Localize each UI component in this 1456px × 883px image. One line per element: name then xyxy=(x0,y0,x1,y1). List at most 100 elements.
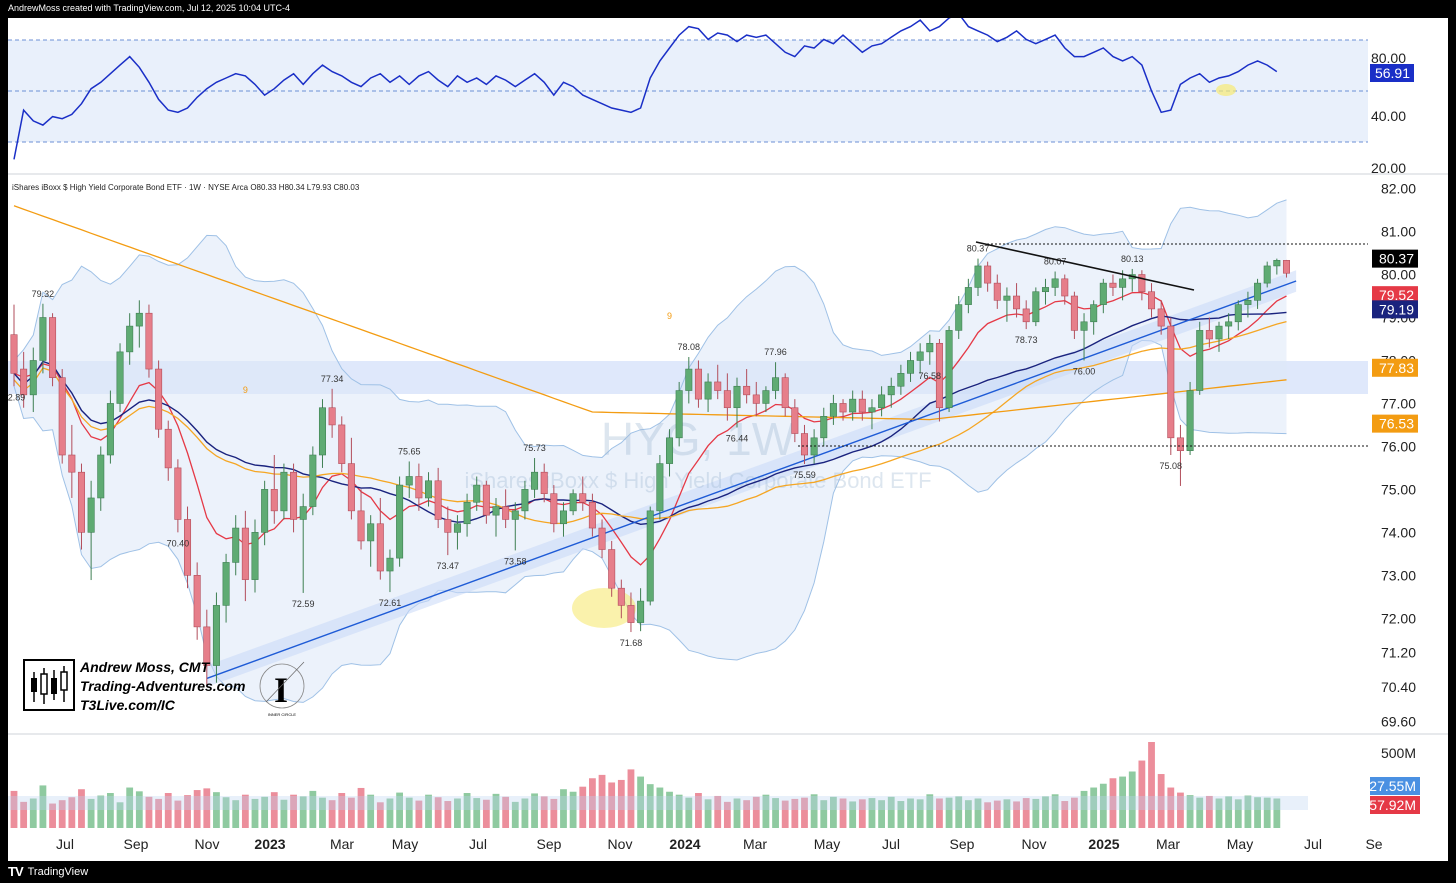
chart-canvas: HYG, 1W iShares iBoxx $ High Yield Corpo… xyxy=(8,18,1448,861)
volume-bar xyxy=(396,792,403,828)
symbol-info: iShares iBoxx $ High Yield Corporate Bon… xyxy=(12,183,360,192)
candle-body xyxy=(675,390,683,439)
candle-body xyxy=(945,330,953,409)
candle-body xyxy=(270,489,278,512)
volume-bar xyxy=(521,798,529,828)
candle-body xyxy=(993,282,1001,301)
candle-body xyxy=(396,484,404,559)
volume-bar xyxy=(964,800,972,828)
volume-bar xyxy=(58,800,66,828)
volume-bar xyxy=(434,797,442,828)
x-tick-label: Nov xyxy=(1022,836,1047,852)
volume-bar xyxy=(213,792,220,828)
candle-body xyxy=(955,304,963,331)
x-tick-label: May xyxy=(1227,836,1253,852)
volume-bar xyxy=(1205,795,1213,828)
candle-body xyxy=(704,381,712,400)
volume-bar xyxy=(675,794,683,828)
candle-body xyxy=(444,519,452,533)
volume-bar xyxy=(193,790,201,828)
volume-bar xyxy=(1099,783,1107,828)
candle-body xyxy=(473,484,481,503)
candle-body xyxy=(290,471,298,520)
candle-body xyxy=(193,575,201,628)
candle-body xyxy=(1186,390,1194,452)
volume-bar xyxy=(39,785,47,828)
price-annotation: 75.59 xyxy=(793,470,816,480)
volume-bar xyxy=(20,801,28,828)
candle-body xyxy=(646,510,654,602)
volume-bar xyxy=(203,788,211,828)
rsi-current-tag xyxy=(1370,64,1414,82)
descending-trendline xyxy=(975,241,1195,291)
candle-body xyxy=(155,368,163,430)
candle-body xyxy=(550,493,558,525)
volume-bar xyxy=(762,794,770,828)
candle-body xyxy=(829,403,837,417)
price-tick-label: 69.60 xyxy=(1381,713,1416,729)
candle-body xyxy=(984,265,992,284)
volume-bar xyxy=(945,797,953,828)
candle-body xyxy=(521,489,529,512)
volume-bar xyxy=(781,800,789,828)
candle-body xyxy=(116,351,124,404)
candle-body xyxy=(723,390,731,409)
candle-body xyxy=(1070,295,1078,331)
volume-bar xyxy=(1138,760,1146,828)
volume-bar xyxy=(492,793,500,828)
candle-body xyxy=(135,312,143,327)
volume-bar xyxy=(454,798,461,828)
volume-bar xyxy=(714,795,722,828)
volume-bar xyxy=(569,791,577,828)
volume-bar xyxy=(723,801,731,828)
candle-body xyxy=(203,626,211,666)
volume-bar xyxy=(367,794,375,828)
candle-body xyxy=(49,317,57,378)
price-annotation: 78.08 xyxy=(678,342,701,352)
price-annotation: 73.47 xyxy=(437,561,460,571)
volume-bar xyxy=(1071,797,1078,828)
rsi-tick-label: 80.00 xyxy=(1371,50,1406,66)
price-tick-label: 75.00 xyxy=(1381,481,1416,497)
candle-body xyxy=(1282,260,1290,274)
candle-body xyxy=(1167,325,1175,439)
volume-bar xyxy=(695,793,702,828)
price-tick-label: 74.00 xyxy=(1381,524,1416,540)
volume-bar xyxy=(473,798,481,828)
price-annotation: 76.58 xyxy=(919,371,942,381)
volume-bar xyxy=(261,796,269,828)
volume-tick-label: 500M xyxy=(1381,745,1416,761)
volume-bar xyxy=(251,798,259,828)
candle-body xyxy=(453,523,461,533)
volume-bar xyxy=(704,799,712,828)
volume-bar xyxy=(868,798,876,828)
candle-body xyxy=(1080,321,1088,331)
candle-body xyxy=(781,377,789,409)
volume-tag xyxy=(1370,777,1420,795)
branding-block: Andrew Moss, CMT Trading-Adventures.com … xyxy=(23,659,305,717)
volume-bar xyxy=(116,802,124,828)
x-tick-label: May xyxy=(814,836,840,852)
candle-body xyxy=(10,334,18,374)
candle-body xyxy=(733,385,741,409)
candle-body xyxy=(1254,282,1262,301)
volume-bar xyxy=(68,797,76,828)
volume-bar xyxy=(897,801,905,828)
candle-body xyxy=(39,317,47,361)
volume-tag-label: 227.55M xyxy=(1362,778,1416,794)
volume-bar xyxy=(135,791,143,828)
rsi-tick-label: 40.00 xyxy=(1371,108,1406,124)
price-tick-label: 70.40 xyxy=(1381,679,1416,695)
candle-body xyxy=(261,489,269,533)
x-tick-label: Jul xyxy=(469,836,487,852)
count-marker: 9 xyxy=(243,385,248,395)
x-tick-label: Se xyxy=(1365,836,1382,852)
candle-body xyxy=(1244,300,1252,305)
volume-bar xyxy=(1148,742,1155,828)
candle-body xyxy=(1119,278,1127,288)
candle-body xyxy=(338,424,346,464)
candle-body xyxy=(126,325,134,353)
volume-bar xyxy=(656,787,664,828)
volume-bar xyxy=(646,784,654,828)
volume-bar xyxy=(1263,797,1271,828)
